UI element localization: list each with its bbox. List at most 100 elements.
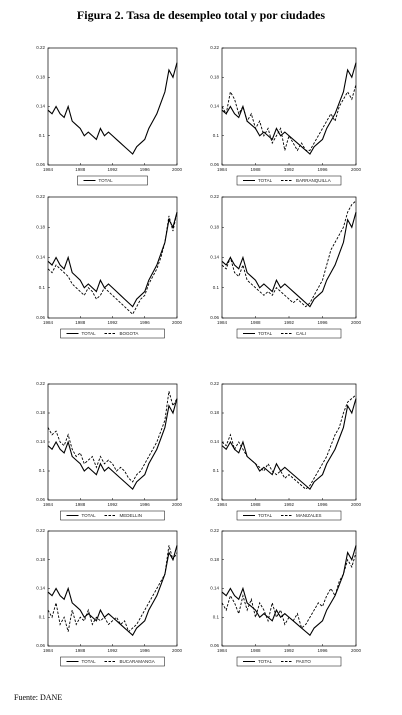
y-tick-label: 0.22 [210, 45, 219, 50]
y-tick-label: 0.06 [36, 643, 45, 648]
y-tick-label: 0.18 [210, 74, 219, 79]
legend-box [236, 175, 342, 186]
series-line [221, 200, 357, 308]
y-tick-label: 0.22 [210, 194, 219, 199]
x-tick-label: 1984 [217, 502, 228, 507]
y-tick-label: 0.22 [36, 194, 45, 199]
legend-label: MANIZALES [296, 513, 322, 518]
plot-frame [47, 196, 178, 319]
series-line [221, 84, 357, 152]
x-tick-label: 1992 [107, 648, 118, 653]
x-tick-label: 1984 [43, 320, 54, 325]
x-tick-label: 2000 [351, 502, 362, 507]
series-line [47, 212, 178, 315]
series-line [221, 62, 357, 155]
x-tick-label: 2000 [351, 167, 362, 172]
y-tick-label: 0.1 [39, 468, 46, 473]
plot-frame [47, 47, 178, 166]
y-tick-label: 0.18 [36, 224, 45, 229]
x-tick-label: 2000 [172, 320, 183, 325]
y-tick-label: 0.14 [36, 586, 45, 591]
y-tick-label: 0.1 [39, 133, 46, 138]
x-tick-label: 1992 [107, 502, 118, 507]
y-tick-label: 0.1 [213, 285, 220, 290]
y-tick-label: 0.14 [210, 586, 219, 591]
x-tick-label: 1988 [250, 648, 261, 653]
plot-frame [47, 383, 178, 501]
x-tick-label: 1992 [284, 167, 295, 172]
x-tick-label: 1996 [140, 648, 151, 653]
y-tick-label: 0.18 [210, 224, 219, 229]
legend-label: PASTO [296, 659, 311, 664]
series-line [47, 545, 178, 633]
legend-box [60, 328, 165, 339]
plot-frame [221, 47, 357, 166]
x-tick-label: 2000 [172, 502, 183, 507]
y-tick-label: 0.18 [36, 557, 45, 562]
figure-title: Figura 2. Tasa de desempleo total y por … [77, 8, 325, 22]
x-tick-label: 1996 [317, 167, 328, 172]
plot-frame [221, 383, 357, 501]
y-tick-label: 0.1 [39, 614, 46, 619]
y-tick-label: 0.14 [210, 104, 219, 109]
y-tick-label: 0.22 [36, 45, 45, 50]
x-tick-label: 1996 [140, 320, 151, 325]
x-tick-label: 1984 [217, 320, 228, 325]
legend-label: TOTAL [82, 331, 97, 336]
series-line [221, 552, 357, 629]
legend-label: BOGOTA [120, 331, 139, 336]
y-tick-label: 0.06 [210, 497, 219, 502]
plot-frame [221, 530, 357, 647]
x-tick-label: 2000 [172, 648, 183, 653]
legend-box [236, 328, 342, 339]
x-tick-label: 1988 [250, 167, 261, 172]
legend-label: TOTAL [258, 331, 273, 336]
x-tick-label: 2000 [172, 167, 183, 172]
y-tick-label: 0.06 [210, 643, 219, 648]
y-tick-label: 0.1 [213, 133, 220, 138]
y-tick-label: 0.1 [213, 614, 220, 619]
y-tick-label: 0.1 [213, 468, 220, 473]
x-tick-label: 1988 [75, 502, 86, 507]
x-tick-label: 1996 [140, 167, 151, 172]
x-tick-label: 1984 [217, 167, 228, 172]
x-tick-label: 1992 [107, 320, 118, 325]
x-tick-label: 1996 [317, 648, 328, 653]
legend-label: MEDELLIN [120, 513, 143, 518]
y-tick-label: 0.18 [210, 557, 219, 562]
x-tick-label: 1988 [75, 167, 86, 172]
y-tick-label: 0.22 [210, 528, 219, 533]
y-tick-label: 0.1 [39, 285, 46, 290]
series-line [47, 391, 178, 483]
x-tick-label: 2000 [351, 648, 362, 653]
legend-label: TOTAL [82, 659, 97, 664]
x-tick-label: 1992 [107, 167, 118, 172]
y-tick-label: 0.14 [210, 439, 219, 444]
y-tick-label: 0.14 [210, 255, 219, 260]
legend-box [236, 656, 342, 667]
x-tick-label: 1988 [75, 320, 86, 325]
x-tick-label: 1988 [75, 648, 86, 653]
y-tick-label: 0.22 [210, 381, 219, 386]
legend-label: TOTAL [82, 513, 97, 518]
legend-label: CALI [296, 331, 306, 336]
x-tick-label: 1984 [43, 648, 54, 653]
y-tick-label: 0.14 [36, 439, 45, 444]
legend-box [236, 510, 342, 521]
legend-label: TOTAL [258, 659, 273, 664]
x-tick-label: 1996 [317, 502, 328, 507]
legend-box [60, 510, 165, 521]
series-line [47, 62, 178, 155]
y-tick-label: 0.06 [36, 315, 45, 320]
x-tick-label: 1996 [140, 502, 151, 507]
x-tick-label: 1988 [250, 502, 261, 507]
x-tick-label: 1984 [43, 502, 54, 507]
y-tick-label: 0.14 [36, 255, 45, 260]
legend-label: TOTAL [99, 178, 114, 183]
source-note: Fuente: DANE [14, 693, 62, 702]
y-tick-label: 0.18 [210, 410, 219, 415]
series-line [221, 545, 357, 637]
x-tick-label: 1984 [217, 648, 228, 653]
